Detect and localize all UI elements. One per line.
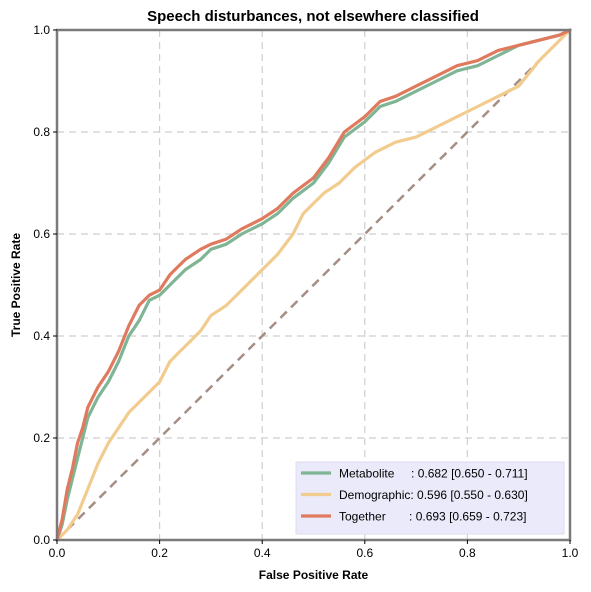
y-tick-label: 0.0	[33, 533, 50, 547]
axis-ticks: 0.0 0.2 0.4 0.6 0.8 1.0 0.0 0.2 0.4 0.6 0.8 1.0	[33, 23, 578, 560]
roc-curve-demographic	[55, 28, 572, 542]
x-tick-label: 0.2	[151, 546, 168, 560]
chart-title: Speech disturbances, not elsewhere class…	[147, 8, 479, 25]
y-tick-label: 0.4	[33, 329, 50, 343]
y-axis-label: True Positive Rate	[9, 233, 23, 337]
x-tick-label: 0.0	[49, 546, 66, 560]
legend-label-demographic: Demographic: 0.596 [0.550 - 0.630]	[339, 488, 528, 502]
x-tick-label: 1.0	[562, 546, 579, 560]
x-axis-label: False Positive Rate	[259, 568, 369, 582]
legend-label-metabolite: Metabolite : 0.682 [0.650 - 0.711]	[339, 467, 528, 481]
series-layer	[55, 28, 572, 542]
legend: Metabolite : 0.682 [0.650 - 0.711] Demogr…	[295, 461, 565, 535]
roc-curve-metabolite	[55, 28, 572, 542]
roc-curve-together	[55, 28, 572, 542]
chance-diagonal	[56, 29, 571, 541]
x-tick-label: 0.4	[254, 546, 271, 560]
x-tick-label: 0.6	[356, 546, 373, 560]
y-tick-label: 0.8	[33, 125, 50, 139]
y-tick-label: 0.2	[33, 431, 50, 445]
y-tick-label: 0.6	[33, 227, 50, 241]
legend-label-together: Together : 0.693 [0.659 - 0.723]	[339, 510, 526, 524]
legend-box	[295, 461, 565, 535]
y-tick-label: 1.0	[33, 23, 50, 37]
plot-frame	[55, 28, 572, 542]
x-tick-label: 0.8	[459, 546, 476, 560]
